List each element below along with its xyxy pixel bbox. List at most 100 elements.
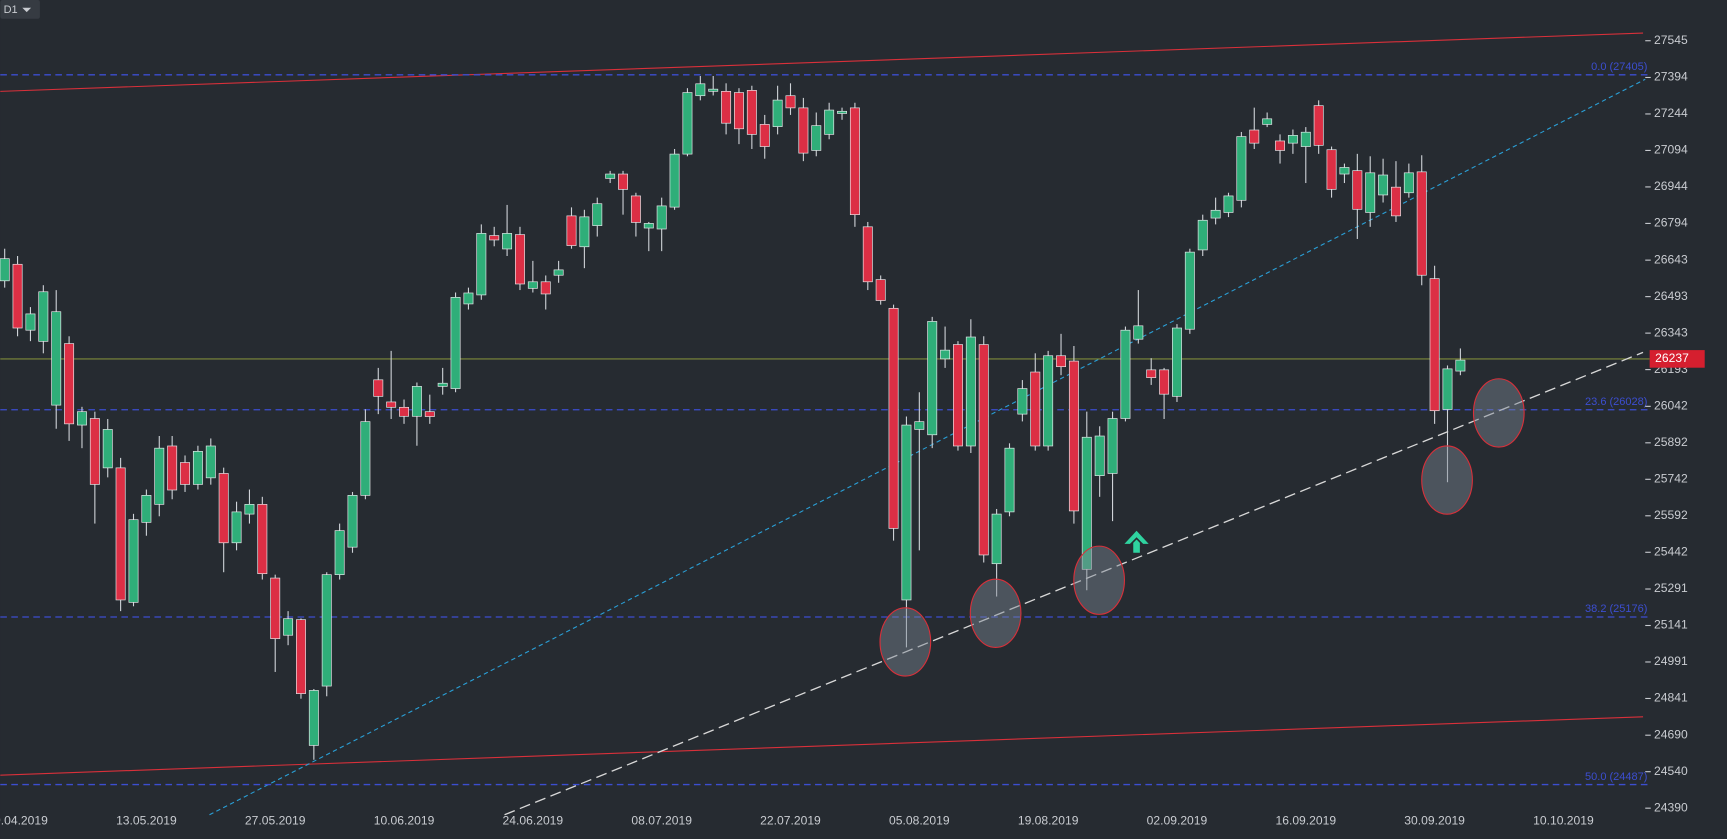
candle-body bbox=[1300, 131, 1311, 147]
candle-body bbox=[1146, 369, 1157, 378]
candle-body bbox=[1184, 251, 1195, 330]
candle-body bbox=[682, 92, 693, 155]
y-tick-label: 25592 bbox=[1654, 508, 1688, 522]
candle-body bbox=[1403, 172, 1414, 194]
candle-body bbox=[141, 495, 152, 523]
candle-body bbox=[965, 336, 976, 447]
candle-body bbox=[1442, 368, 1453, 410]
candle-body bbox=[424, 411, 435, 417]
candle-body bbox=[1107, 418, 1118, 474]
candle-body bbox=[308, 690, 319, 746]
timeframe-label: D1 bbox=[4, 4, 18, 16]
candle-body bbox=[1429, 278, 1440, 412]
candle-body bbox=[978, 344, 989, 556]
y-tick-label: 27094 bbox=[1654, 143, 1688, 157]
candle-body bbox=[759, 124, 770, 147]
candle-body bbox=[1159, 369, 1170, 395]
candle-body bbox=[89, 418, 100, 485]
highlight-ellipse bbox=[969, 578, 1022, 648]
candle-body bbox=[579, 216, 590, 248]
candle-body bbox=[1287, 135, 1298, 144]
candle-body bbox=[115, 467, 126, 601]
candle-body bbox=[347, 495, 358, 548]
candle-body bbox=[618, 173, 628, 190]
candle-body bbox=[824, 109, 835, 135]
candle-body bbox=[772, 99, 783, 127]
candle-body bbox=[411, 386, 422, 417]
candle-body bbox=[1339, 167, 1350, 175]
candle-body bbox=[1030, 371, 1041, 447]
highlight-ellipse bbox=[1472, 378, 1525, 448]
y-tick-label: 24991 bbox=[1654, 654, 1688, 668]
levels: 0.0 (27405) 23.6 (26028) 38.2 (25176) 50.0 … bbox=[0, 61, 1650, 786]
candle-body bbox=[734, 92, 744, 130]
candle-body bbox=[244, 504, 255, 515]
candle-body bbox=[64, 343, 75, 425]
candle-body bbox=[12, 263, 23, 329]
candle-body bbox=[25, 313, 36, 331]
toolbar: D1 bbox=[0, 0, 40, 19]
x-tick-label: 24.06.2019 bbox=[503, 814, 564, 828]
x-tick-label: 16.09.2019 bbox=[1275, 814, 1336, 828]
y-tick-label: 26794 bbox=[1654, 216, 1688, 230]
last-price-box bbox=[1649, 350, 1705, 368]
candle-body bbox=[888, 307, 899, 529]
candle-body bbox=[231, 511, 242, 544]
fib-level-label: 23.6 (26028) bbox=[1585, 396, 1647, 408]
candle-body bbox=[463, 292, 474, 305]
candle-body bbox=[914, 421, 925, 430]
candle-body bbox=[205, 445, 216, 479]
candle-body bbox=[875, 279, 886, 301]
candle-body bbox=[1391, 186, 1401, 217]
y-tick-label: 26643 bbox=[1654, 252, 1688, 266]
candle-body bbox=[334, 530, 345, 575]
channel-bottom bbox=[0, 716, 1644, 776]
y-tick-label: 25742 bbox=[1654, 472, 1688, 486]
candle-body bbox=[128, 519, 139, 603]
candle-body bbox=[1416, 171, 1427, 276]
candle-body bbox=[283, 618, 294, 636]
candle-body bbox=[1081, 436, 1092, 570]
candle-body bbox=[1378, 174, 1389, 196]
y-tick-label: 24390 bbox=[1654, 800, 1688, 814]
candle-body bbox=[901, 424, 912, 601]
candle-body bbox=[515, 234, 525, 285]
candle-body bbox=[566, 215, 577, 246]
candle-body bbox=[154, 447, 165, 505]
candle-body bbox=[0, 258, 10, 282]
candle-body bbox=[656, 205, 667, 230]
x-tick-label: 02.09.2019 bbox=[1147, 814, 1208, 828]
y-tick-label: 26493 bbox=[1654, 289, 1688, 303]
candle-body bbox=[1455, 359, 1466, 372]
channel-top bbox=[0, 32, 1644, 92]
candle-body bbox=[270, 577, 281, 639]
candle-body bbox=[708, 88, 719, 92]
y-tick-label: 26944 bbox=[1654, 179, 1688, 193]
candle-body bbox=[1120, 329, 1131, 419]
fib-level-label: 50.0 (24487) bbox=[1585, 771, 1647, 783]
candle-body bbox=[540, 281, 551, 295]
candle-body bbox=[1004, 447, 1015, 513]
y-tick-label: 27545 bbox=[1654, 33, 1688, 47]
candle-body bbox=[527, 281, 538, 289]
dropdown-caret bbox=[22, 7, 32, 13]
candle-body bbox=[605, 173, 616, 179]
candle-body bbox=[437, 382, 448, 387]
candle-body bbox=[450, 297, 461, 389]
candle-body bbox=[798, 107, 809, 154]
candle-body bbox=[502, 233, 513, 250]
candle-body bbox=[643, 223, 654, 229]
x-tick-label: 22.07.2019 bbox=[760, 814, 821, 828]
candles bbox=[0, 76, 1466, 760]
y-tick-label: 25291 bbox=[1654, 581, 1688, 595]
candle-body bbox=[669, 153, 680, 208]
y-tick-label: 25141 bbox=[1654, 618, 1688, 632]
candle-body bbox=[630, 195, 641, 223]
candle-body bbox=[102, 429, 113, 469]
candle-body bbox=[321, 574, 332, 687]
timeframe-button[interactable] bbox=[0, 0, 40, 19]
x-tick-label: 27.05.2019 bbox=[245, 814, 306, 828]
